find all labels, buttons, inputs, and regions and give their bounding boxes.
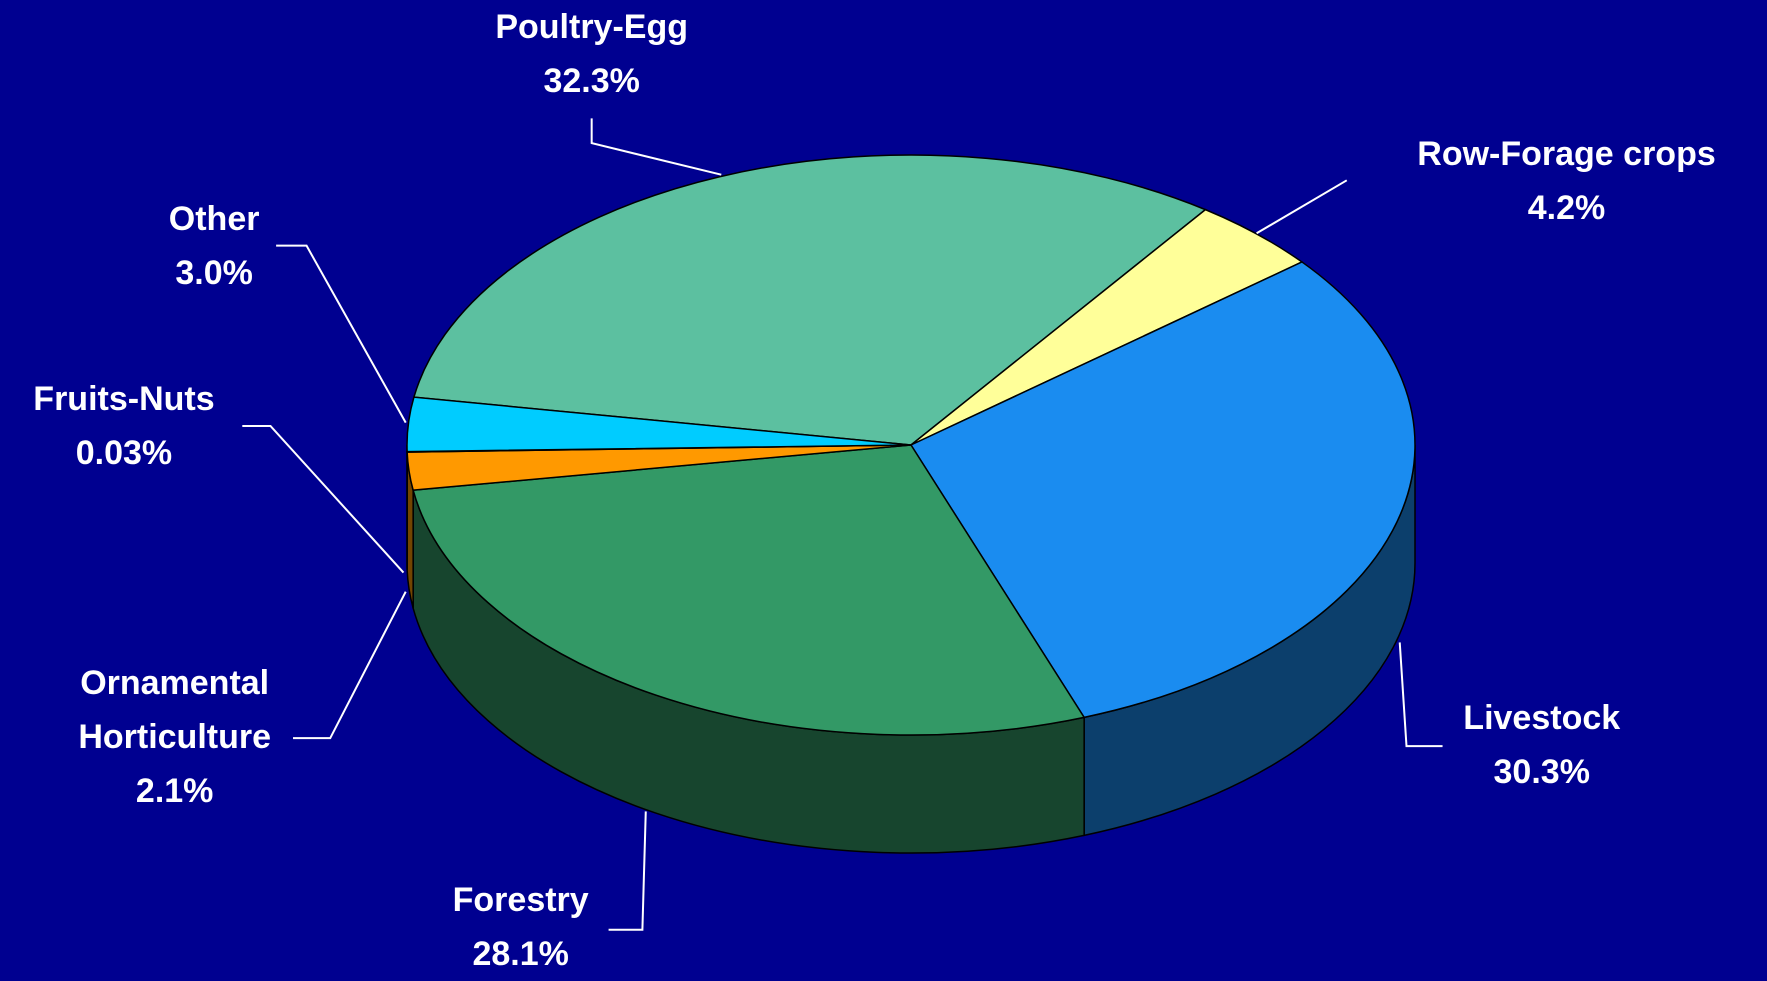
leader-line <box>592 118 722 174</box>
value-label: 0.03% <box>33 426 214 480</box>
leader-line <box>293 592 406 739</box>
value-label: 32.3% <box>495 54 688 108</box>
value-label: 28.1% <box>453 927 589 981</box>
category-label: Ornamental Horticulture <box>50 656 300 764</box>
value-label: 2.1% <box>50 764 300 818</box>
category-label: Forestry <box>453 873 589 927</box>
leader-line <box>1257 180 1347 233</box>
category-label: Poultry-Egg <box>495 0 688 54</box>
leader-line <box>1400 642 1443 746</box>
leader-line <box>276 246 406 423</box>
leader-line <box>609 811 646 929</box>
value-label: 3.0% <box>169 246 260 300</box>
value-label: 30.3% <box>1463 745 1620 799</box>
leader-line <box>242 426 403 573</box>
category-label: Other <box>169 192 260 246</box>
category-label: Livestock <box>1463 691 1620 745</box>
category-label: Fruits-Nuts <box>33 372 214 426</box>
category-label: Row-Forage crops <box>1417 127 1715 181</box>
value-label: 4.2% <box>1417 181 1715 235</box>
